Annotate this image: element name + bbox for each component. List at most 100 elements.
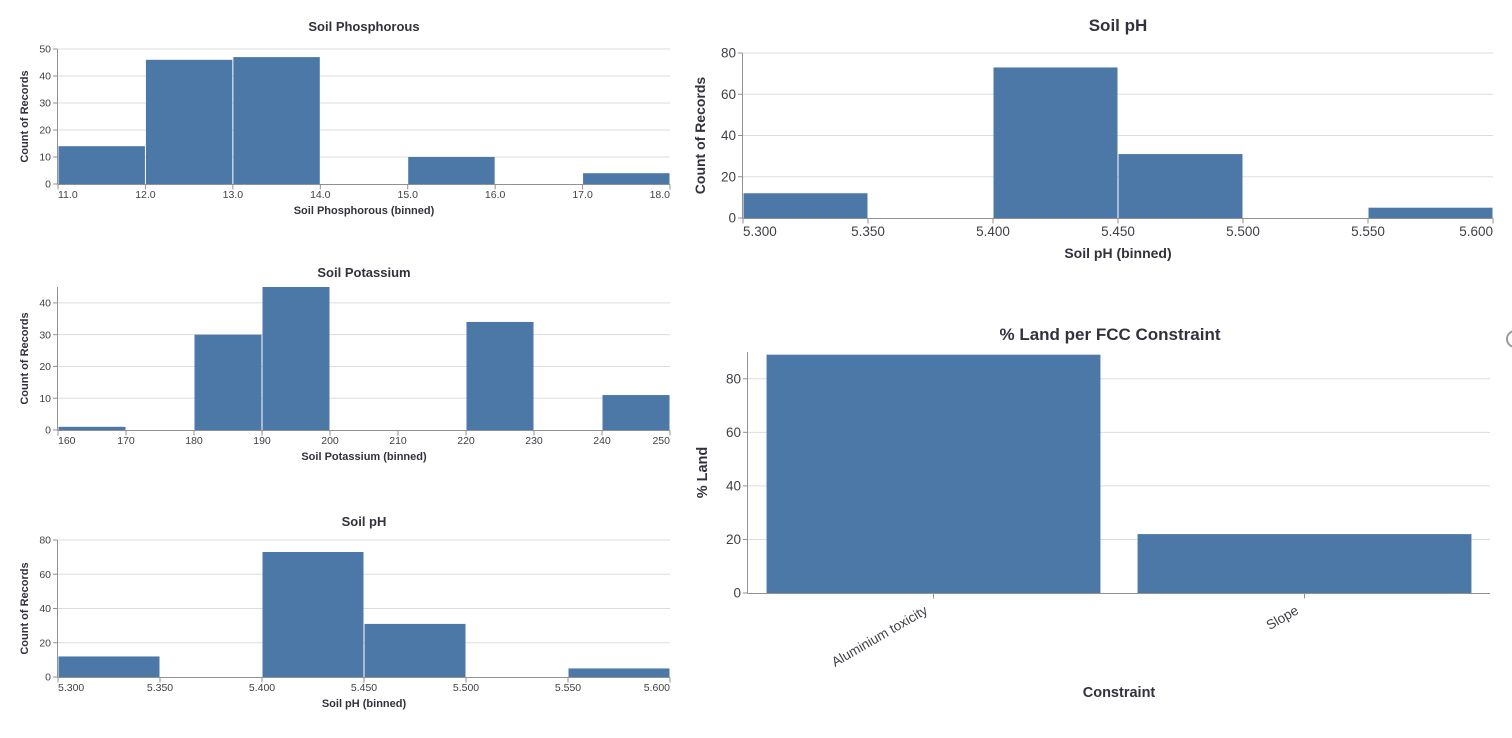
y-tick-label: 30	[39, 98, 51, 110]
x-tick-label: 180	[185, 435, 203, 447]
soil-phosphorous-svg: 0 10 20 30 40 50 11.0 12.0 13.0 14.0 15.0 16.0 17.0 1…	[19, 19, 671, 217]
y-tick-label: 60	[39, 569, 51, 581]
x-tick-label: 160	[58, 435, 76, 447]
x-axis-title: Soil Potassium (binned)	[301, 451, 427, 463]
y-tick-label: 60	[721, 87, 736, 102]
chart-title: Soil pH	[1089, 16, 1148, 35]
chart-title: Soil Phosphorous	[308, 19, 419, 34]
x-tick-label: 5.300	[743, 224, 777, 239]
histogram-bar	[58, 656, 160, 677]
y-tick-label: 20	[39, 125, 51, 137]
x-tick-label: 5.400	[249, 682, 275, 694]
y-tick-label: 80	[721, 46, 736, 61]
chart-soil-ph-large: 0 20 40 60 80 5.300 5.350 5.400 5.450 5.500 5.550 5…	[690, 0, 1512, 280]
y-axis-title: Count of Records	[692, 77, 708, 195]
x-tick-label: 15.0	[397, 189, 418, 201]
x-tick-label: 11.0	[58, 189, 78, 201]
histogram-bar	[466, 321, 534, 430]
x-tick-label: 12.0	[135, 189, 156, 201]
x-tick-label: 5.400	[976, 224, 1010, 239]
chart-title: % Land per FCC Constraint	[999, 325, 1220, 344]
x-tick-label: 240	[593, 435, 611, 447]
x-tick-label: 5.350	[147, 682, 173, 694]
y-axis-title: Count of Records	[19, 562, 31, 654]
y-axis-title: % Land	[695, 447, 711, 499]
x-axis-title: Soil pH (binned)	[1064, 245, 1171, 261]
x-tick-label: 16.0	[485, 189, 506, 201]
chart-pct-land-fcc: 0 20 40 60 80 Aluminium toxicity Slope % Land p…	[690, 300, 1512, 738]
histogram-bar	[58, 426, 126, 430]
x-tick-label: 5.600	[1459, 224, 1493, 239]
bar	[1137, 534, 1472, 593]
y-tick-label: 40	[39, 603, 51, 615]
x-tick-label: 5.300	[58, 682, 84, 694]
histogram-bar	[262, 287, 330, 430]
y-tick-label: 40	[721, 128, 736, 143]
y-tick-label: 50	[39, 44, 51, 56]
x-tick-label: 5.500	[453, 682, 479, 694]
y-tick-label: 30	[39, 329, 51, 341]
y-tick-label: 0	[728, 211, 736, 226]
histogram-bar	[408, 157, 495, 184]
y-tick-label: 10	[39, 152, 51, 164]
x-tick-label: 220	[457, 435, 475, 447]
y-tick-label: 20	[39, 361, 51, 373]
y-tick-label: 40	[39, 298, 51, 310]
x-tick-label: 5.450	[1101, 224, 1135, 239]
pct-land-fcc-svg: 0 20 40 60 80 Aluminium toxicity Slope % Land p…	[695, 325, 1490, 701]
y-tick-label: 10	[39, 393, 51, 405]
histogram-bar	[262, 551, 364, 677]
x-axis-title: Soil pH (binned)	[322, 698, 407, 710]
x-tick-label: 5.450	[351, 682, 377, 694]
x-tick-label: 5.600	[644, 682, 670, 694]
x-tick-label: 170	[117, 435, 135, 447]
histogram-bar	[993, 67, 1118, 218]
y-tick-label: 80	[726, 372, 741, 387]
x-tick-label: 5.350	[851, 224, 885, 239]
histogram-bar	[364, 623, 466, 677]
y-tick-label: 20	[721, 169, 736, 184]
y-tick-label: 60	[726, 425, 741, 440]
x-tick-label: 14.0	[310, 189, 331, 201]
histogram-bar	[233, 57, 320, 184]
y-tick-label: 80	[39, 535, 51, 547]
bar	[766, 354, 1101, 593]
y-axis-title: Count of Records	[19, 70, 31, 162]
x-category-label: Slope	[1264, 603, 1301, 633]
x-category-label: Aluminium toxicity	[829, 602, 930, 669]
histogram-bar	[1118, 154, 1243, 218]
chart-soil-potassium: 0 10 20 30 40 160 170 180 190 200 210 220 230 240 250 S…	[0, 250, 690, 480]
y-tick-label: 40	[726, 479, 741, 494]
soil-ph-large-svg: 0 20 40 60 80 5.300 5.350 5.400 5.450 5.500 5.550 5…	[692, 16, 1494, 261]
x-tick-label: 5.550	[555, 682, 581, 694]
chart-title: Soil Potassium	[317, 265, 410, 280]
soil-ph-small-svg: 0 20 40 60 80 5.300 5.350 5.400 5.450 5.500 5.550 5…	[19, 514, 671, 710]
x-tick-label: 5.500	[1226, 224, 1260, 239]
histogram-bar	[194, 334, 262, 430]
x-tick-label: 250	[652, 435, 670, 447]
x-tick-label: 5.550	[1351, 224, 1385, 239]
chart-soil-phosphorous: 0 10 20 30 40 50 11.0 12.0 13.0 14.0 15.0 16.0 17.0 1…	[0, 0, 690, 235]
y-tick-label: 0	[733, 586, 741, 601]
x-tick-label: 13.0	[223, 189, 244, 201]
x-axis-title: Soil Phosphorous (binned)	[294, 205, 435, 217]
y-tick-label: 0	[45, 672, 51, 684]
x-tick-label: 190	[253, 435, 271, 447]
y-tick-label: 20	[726, 532, 741, 547]
histogram-bar	[1368, 207, 1493, 218]
y-tick-label: 40	[39, 71, 51, 83]
x-tick-label: 210	[389, 435, 407, 447]
histogram-bar	[583, 173, 670, 184]
histogram-bar	[58, 146, 145, 184]
histogram-bar	[743, 193, 868, 218]
chart-title: Soil pH	[342, 514, 387, 529]
y-tick-label: 0	[45, 425, 51, 437]
histogram-bar	[602, 395, 670, 430]
x-tick-label: 230	[525, 435, 543, 447]
histogram-bar	[145, 59, 233, 184]
x-tick-label: 18.0	[650, 189, 671, 201]
soil-potassium-svg: 0 10 20 30 40 160 170 180 190 200 210 220 230 240 250 S…	[19, 265, 671, 463]
y-axis-title: Count of Records	[19, 312, 31, 404]
histogram-bar	[568, 668, 670, 677]
